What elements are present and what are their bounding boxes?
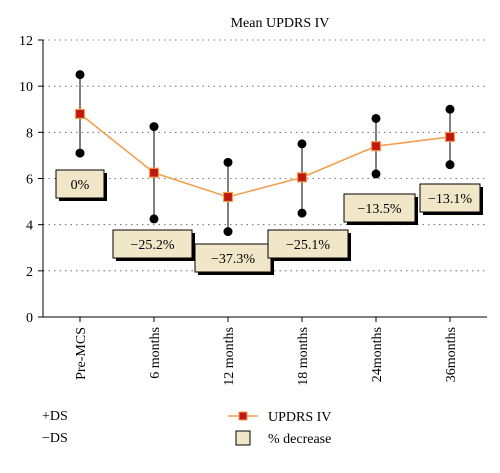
legend: +DS −DS UPDRS IV % decrease	[42, 409, 331, 447]
y-tick-label: 0	[26, 311, 33, 326]
x-tick-label: 36months	[444, 327, 459, 382]
plus-ds-point	[223, 157, 233, 167]
minus-ds-point	[223, 227, 233, 237]
x-tick-label: 12 months	[222, 327, 237, 386]
y-tick-label: 12	[19, 34, 33, 49]
percent-box-label: −13.5%	[357, 202, 401, 217]
grid-lines	[43, 39, 487, 272]
plus-ds-point	[149, 122, 159, 132]
series-marker	[444, 131, 456, 143]
legend-plus-ds-label: +DS	[42, 409, 68, 424]
legend-series-label: UPDRS IV	[268, 410, 331, 425]
minus-ds-point	[371, 169, 381, 179]
y-tick-label: 2	[26, 265, 33, 280]
percent-box	[343, 193, 416, 223]
series-marker	[74, 108, 86, 119]
plus-ds-point	[297, 139, 307, 149]
y-tick-label: 4	[26, 219, 33, 234]
chart-title: Mean UPDRS IV	[231, 16, 330, 31]
percent-box	[112, 229, 193, 259]
x-tick-labels: Pre-MCS 6 months 12 months 18 months 24month…	[74, 327, 459, 386]
y-tick-label: 6	[26, 173, 33, 188]
plus-ds-point	[371, 113, 381, 123]
minus-ds-point	[297, 208, 307, 218]
x-tick-label: 18 months	[296, 327, 311, 386]
percent-box	[55, 169, 105, 199]
percent-box	[267, 229, 349, 259]
series-markers	[74, 108, 456, 203]
plus-ds-point	[75, 70, 85, 80]
minus-ds-point	[149, 214, 159, 224]
legend-minus-ds-label: −DS	[42, 431, 68, 446]
axes	[38, 39, 487, 322]
series-marker	[148, 167, 160, 178]
percent-decrease-boxes: 0% −25.2% −37.3% −25.1% −13.5% −13.1%	[55, 169, 483, 275]
percent-box	[419, 183, 481, 213]
percent-box-label: 0%	[71, 178, 90, 193]
x-tick-label: 24months	[370, 327, 385, 382]
percent-box-label: −25.1%	[286, 238, 330, 253]
percent-box	[194, 243, 272, 273]
percent-box-label: −13.1%	[428, 192, 472, 207]
series-line-updrs-iv	[79, 113, 451, 198]
x-tick-label: 6 months	[148, 327, 163, 379]
series-marker	[296, 172, 308, 183]
percent-box-label: −37.3%	[211, 252, 255, 267]
series-line	[79, 113, 451, 198]
series-marker	[222, 191, 234, 203]
legend-series-marker	[238, 411, 248, 421]
legend-box-swatch	[235, 430, 251, 446]
x-tick-label: Pre-MCS	[74, 327, 89, 380]
y-tick-labels: 0 2 4 6 8 10 12	[19, 34, 33, 326]
y-tick-label: 8	[26, 126, 33, 141]
percent-box-label: −25.2%	[130, 238, 174, 253]
minus-ds-point	[75, 148, 85, 158]
series-marker	[370, 141, 382, 152]
minus-ds-point	[445, 160, 455, 170]
legend-box-label: % decrease	[268, 432, 331, 447]
y-tick-label: 10	[19, 80, 33, 95]
plus-ds-point	[445, 104, 455, 114]
